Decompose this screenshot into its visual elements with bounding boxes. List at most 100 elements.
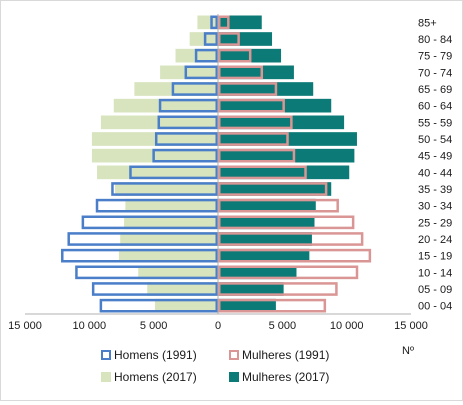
- bar-mulheres-2017-16: [218, 32, 273, 46]
- bar-mulheres-2017-5: [218, 215, 315, 230]
- bar-mulheres-1991-4: [218, 232, 364, 246]
- age-group-labels: 00 - 04 05 - 09 10 - 14 15 - 19 20 - 24 25 - …: [418, 17, 452, 312]
- outline-bars-group: [61, 15, 372, 313]
- bar-homens-2017-0: [154, 298, 218, 313]
- bar-homens-2017-8: [97, 165, 218, 180]
- bar-mulheres-1991-14: [218, 65, 264, 80]
- bar-homens-2017-1: [147, 282, 218, 296]
- bar-homens-1991-11: [157, 115, 219, 130]
- bar-homens-1991-16: [203, 32, 218, 46]
- bar-mulheres-2017-1: [218, 282, 284, 296]
- bar-homens-2017-3: [118, 248, 218, 263]
- bar-homens-2017-7: [115, 182, 218, 196]
- legend-label-mulheres-1991: Mulheres (1991): [242, 348, 329, 362]
- bar-mulheres-2017-13: [218, 82, 314, 96]
- bar-mulheres-1991-5: [218, 215, 355, 230]
- bar-homens-1991-3: [61, 248, 218, 263]
- bar-mulheres-1991-13: [218, 82, 278, 96]
- age-label-0: 00 - 04: [418, 301, 452, 313]
- bar-homens-2017-17: [197, 15, 218, 30]
- x-tick-label-4: 5 000: [269, 320, 297, 332]
- age-label-4: 20 - 24: [418, 234, 452, 246]
- bar-homens-1991-4: [67, 232, 218, 246]
- bar-mulheres-2017-2: [218, 265, 297, 280]
- legend-swatch-mulheres-2017: [229, 372, 239, 382]
- bar-homens-1991-8: [129, 165, 218, 180]
- legend: Homens (1991) Mulheres (1991) Homens (2017…: [101, 348, 329, 384]
- bar-homens-1991-7: [111, 182, 218, 196]
- x-tick-label-0: 15 000: [8, 320, 42, 332]
- bar-mulheres-1991-6: [218, 198, 339, 213]
- legend-swatch-homens-2017: [101, 372, 111, 382]
- bar-mulheres-2017-0: [218, 298, 276, 313]
- bar-homens-1991-15: [194, 48, 218, 63]
- legend-label-mulheres-2017: Mulheres (2017): [242, 370, 329, 384]
- bar-homens-1991-6: [95, 198, 218, 213]
- bar-mulheres-1991-3: [218, 248, 372, 263]
- age-label-1: 05 - 09: [418, 284, 452, 296]
- age-label-7: 35 - 39: [418, 184, 452, 196]
- bar-mulheres-2017-7: [218, 182, 332, 196]
- bar-mulheres-1991-15: [218, 48, 252, 63]
- bar-homens-2017-13: [134, 82, 218, 96]
- bar-homens-2017-9: [91, 148, 218, 163]
- bar-mulheres-1991-7: [218, 182, 328, 196]
- bar-mulheres-1991-12: [218, 98, 285, 113]
- bar-mulheres-1991-8: [218, 165, 307, 180]
- bar-mulheres-2017-14: [218, 65, 294, 80]
- age-label-12: 60 - 64: [418, 101, 452, 113]
- bar-homens-1991-17: [210, 15, 218, 30]
- bar-homens-1991-14: [184, 65, 218, 80]
- bar-homens-2017-2: [138, 265, 218, 280]
- legend-swatch-mulheres-1991: [229, 350, 239, 360]
- bar-homens-1991-10: [154, 132, 219, 146]
- x-tick-label-5: 10 000: [330, 320, 364, 332]
- bar-mulheres-1991-2: [218, 265, 359, 280]
- legend-label-homens-2017: Homens (2017): [114, 370, 197, 384]
- age-label-16: 80 - 84: [418, 34, 452, 46]
- bar-mulheres-2017-8: [218, 165, 350, 180]
- bar-homens-1991-1: [91, 282, 218, 296]
- x-tick-label-3: 0: [215, 320, 221, 332]
- age-label-8: 40 - 44: [418, 167, 452, 179]
- bar-mulheres-2017-4: [218, 232, 312, 246]
- bar-mulheres-1991-17: [218, 15, 230, 30]
- bar-homens-1991-9: [152, 148, 219, 163]
- bar-mulheres-2017-11: [218, 115, 345, 130]
- age-label-17: 85+: [418, 17, 437, 29]
- bar-homens-2017-12: [113, 98, 218, 113]
- age-label-15: 75 - 79: [418, 51, 452, 63]
- bar-mulheres-2017-6: [218, 198, 316, 213]
- legend-swatch-homens-1991: [101, 350, 111, 360]
- bar-homens-1991-0: [99, 298, 218, 313]
- age-label-3: 15 - 19: [418, 251, 452, 263]
- bar-mulheres-2017-9: [218, 148, 355, 163]
- x-tick-label-6: 15 000: [394, 320, 428, 332]
- x-axis-label: Nº: [402, 345, 414, 357]
- age-label-9: 45 - 49: [418, 151, 452, 163]
- bar-mulheres-1991-10: [218, 132, 289, 146]
- bar-homens-2017-4: [120, 232, 218, 246]
- age-label-5: 25 - 29: [418, 217, 452, 229]
- bar-homens-2017-5: [124, 215, 218, 230]
- bar-homens-1991-5: [81, 215, 219, 230]
- age-label-2: 10 - 14: [418, 267, 452, 279]
- age-label-10: 50 - 54: [418, 134, 452, 146]
- bar-mulheres-1991-9: [218, 148, 296, 163]
- bar-mulheres-1991-0: [218, 298, 327, 313]
- bar-mulheres-1991-1: [218, 282, 338, 296]
- bar-homens-2017-6: [125, 198, 218, 213]
- bar-mulheres-2017-3: [218, 248, 310, 263]
- bar-mulheres-1991-16: [218, 32, 240, 46]
- x-tick-label-2: 5 000: [140, 320, 168, 332]
- age-label-13: 65 - 69: [418, 84, 452, 96]
- bar-homens-1991-2: [75, 265, 219, 280]
- bar-mulheres-1991-11: [218, 115, 293, 130]
- age-label-11: 55 - 59: [418, 117, 452, 129]
- bar-mulheres-2017-12: [218, 98, 332, 113]
- bar-homens-1991-12: [158, 98, 219, 113]
- bar-homens-2017-14: [160, 65, 218, 80]
- age-label-14: 70 - 74: [418, 67, 452, 79]
